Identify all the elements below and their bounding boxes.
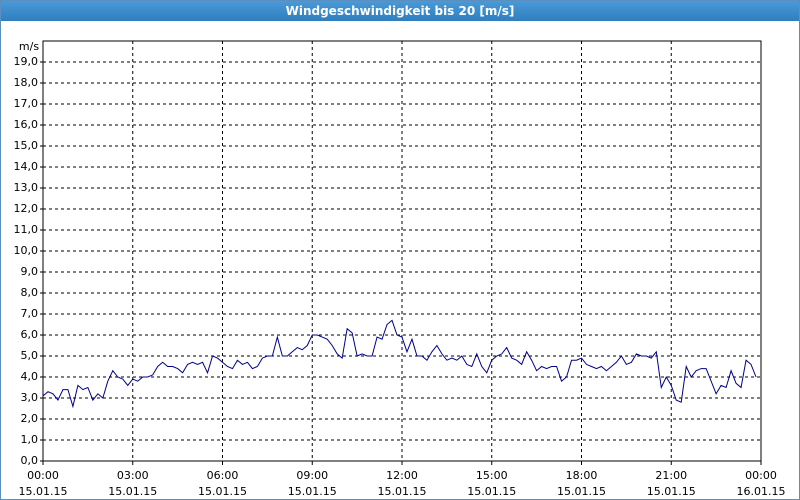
- y-tick-label: 5,0: [21, 349, 39, 362]
- data-line: [42, 319, 757, 409]
- x-tick-label: 03:00: [117, 469, 149, 482]
- y-tick-label: 10,0: [14, 244, 39, 257]
- x-tick-date: 15.01.15: [198, 485, 247, 498]
- x-tick-label: 15:00: [476, 469, 508, 482]
- plot-frame: [42, 40, 762, 462]
- y-tick-label: 8,0: [21, 286, 39, 299]
- x-tick-label: 00:00: [27, 469, 59, 482]
- x-tick-date: 15.01.15: [19, 485, 68, 498]
- title-bar: Windgeschwindigkeit bis 20 [m/s]: [1, 1, 799, 21]
- y-tick-label: 13,0: [14, 181, 39, 194]
- x-tick-date: 15.01.15: [108, 485, 157, 498]
- x-tick-label: 18:00: [566, 469, 598, 482]
- x-tick-label: 00:00: [745, 469, 777, 482]
- y-tick-label: 19,0: [14, 55, 39, 68]
- x-tick-date: 15.01.15: [467, 485, 516, 498]
- y-tick-label: 16,0: [14, 118, 39, 131]
- y-tick-label: 14,0: [14, 160, 39, 173]
- x-tick-label: 09:00: [296, 469, 328, 482]
- y-tick-label: 11,0: [14, 223, 39, 236]
- x-tick-label: 12:00: [386, 469, 418, 482]
- x-tick-date: 16.01.15: [737, 485, 786, 498]
- x-tick-date: 15.01.15: [378, 485, 427, 498]
- y-tick-label: 7,0: [21, 307, 39, 320]
- y-tick-label: 15,0: [14, 139, 39, 152]
- x-tick-date: 15.01.15: [288, 485, 337, 498]
- y-tick-label: 0,0: [21, 454, 39, 467]
- y-tick-label: 12,0: [14, 202, 39, 215]
- y-axis-label: m/s: [19, 40, 39, 53]
- x-tick-label: 06:00: [207, 469, 239, 482]
- y-tick-label: 9,0: [21, 265, 39, 278]
- y-tick-label: 17,0: [14, 97, 39, 110]
- y-tick-label: 3,0: [21, 391, 39, 404]
- x-tick-date: 15.01.15: [557, 485, 606, 498]
- y-tick-label: 4,0: [21, 370, 39, 383]
- y-tick-label: 2,0: [21, 412, 39, 425]
- x-tick-label: 21:00: [655, 469, 687, 482]
- x-tick-date: 15.01.15: [647, 485, 696, 498]
- y-tick-label: 6,0: [21, 328, 39, 341]
- y-tick-label: 18,0: [14, 76, 39, 89]
- y-tick-label: 1,0: [21, 433, 39, 446]
